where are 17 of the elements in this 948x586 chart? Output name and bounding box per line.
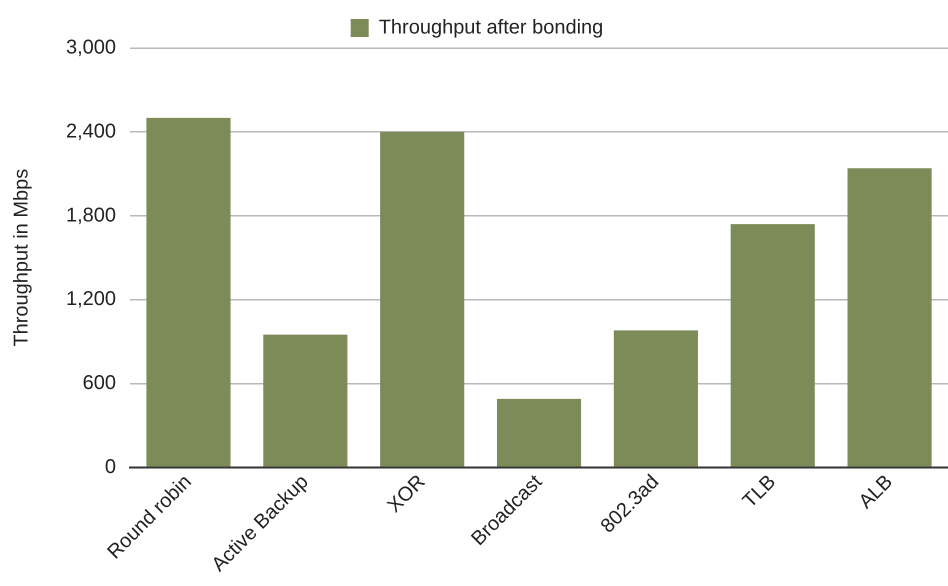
y-tick-label: 1,200 [66,288,116,310]
x-tick-label: ALB [854,470,898,514]
bar [614,330,698,467]
bar [380,132,464,467]
bar [730,224,815,467]
y-tick-label: 3,000 [66,36,116,59]
y-tick-label: 2,400 [66,120,116,142]
bar [848,168,932,467]
bar [146,118,231,467]
x-tick-label: TLB [738,470,780,512]
y-tick-label: 1,800 [66,204,116,226]
y-tick-label: 600 [82,372,116,394]
y-axis-title: Throughput in Mbps [10,168,33,347]
legend-label: Throughput after bonding [378,16,604,39]
bar [263,334,348,467]
bar [496,398,582,467]
y-tick-label: 0 [104,456,116,478]
